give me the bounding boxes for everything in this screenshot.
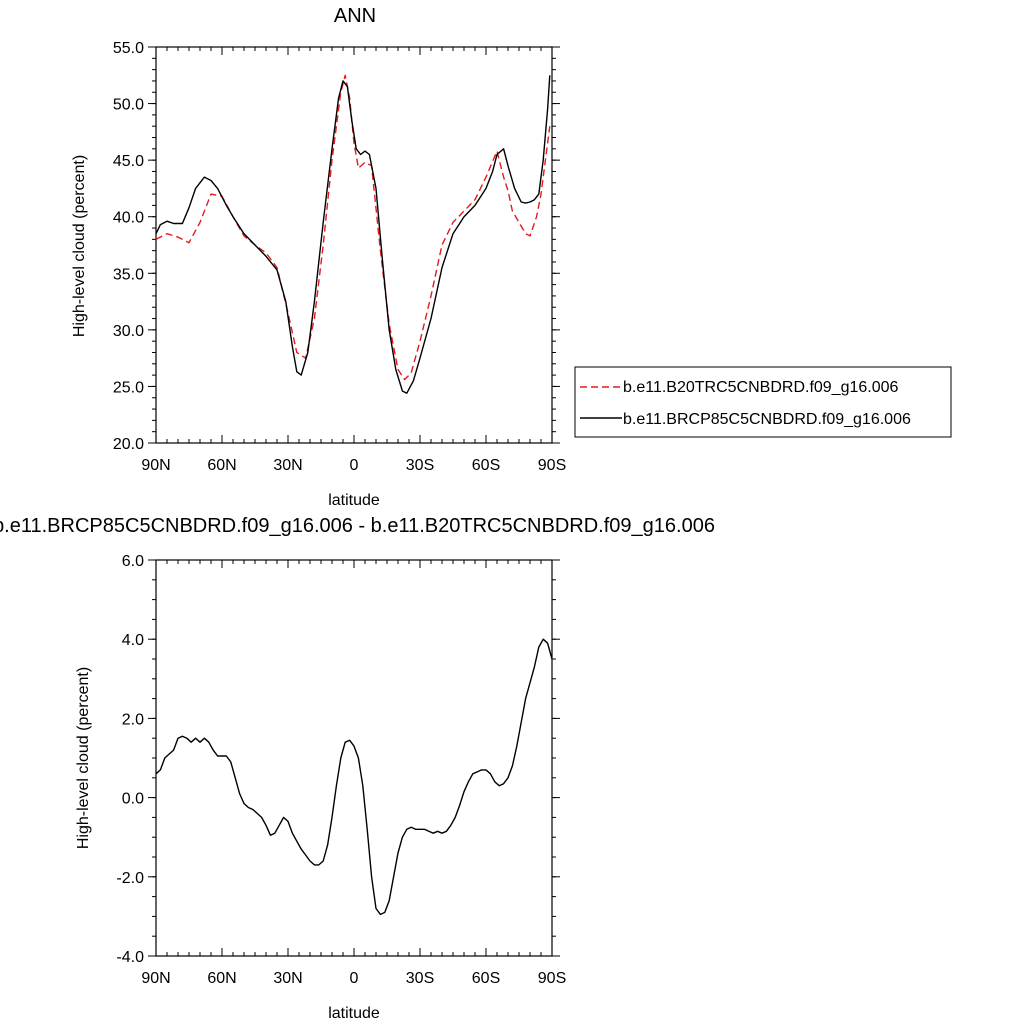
bottom-y-axis-label: High-level cloud (percent) (75, 667, 92, 849)
top-y-axis-label: High-level cloud (percent) (71, 155, 88, 337)
top-y-tick-label: 45.0 (113, 153, 144, 170)
bottom-plot-frame (155, 559, 553, 957)
top-x-tick-label: 90S (538, 457, 566, 474)
top-chart-title: ANN (334, 5, 376, 27)
top-x-tick-label: 60N (207, 457, 236, 474)
top-y-tick-label: 50.0 (113, 97, 144, 114)
top-y-tick-label: 30.0 (113, 323, 144, 340)
bottom-y-tick-label: -4.0 (116, 949, 144, 966)
legend: b.e11.B20TRC5CNBDRD.f09_g16.006 b.e11.BR… (574, 366, 952, 438)
top-x-tick-label: 60S (472, 457, 500, 474)
top-x-tick-label: 90N (141, 457, 170, 474)
top-panel: ANN 90N 60N 30N 0 30S 60S 90S 20.0 25.0 30.0 35.0 4… (71, 5, 952, 509)
bottom-x-tick-label: 90S (538, 970, 566, 987)
bottom-x-axis-label: latitude (328, 1005, 380, 1022)
bottom-x-tick-label: 90N (141, 970, 170, 987)
top-y-tick-label: 55.0 (113, 40, 144, 57)
bottom-x-tick-label: 30N (273, 970, 302, 987)
bottom-series-line-1 (155, 638, 553, 916)
top-y-tick-label: 35.0 (113, 266, 144, 283)
bottom-y-tick-label: 4.0 (122, 632, 144, 649)
top-plot-area: 90N 60N 30N 0 30S 60S 90S 20.0 25.0 30.0 35.0 40.0 4… (113, 40, 566, 474)
top-y-tick-label: 25.0 (113, 379, 144, 396)
bottom-x-tick-label: 30S (406, 970, 434, 987)
top-series-line-2 (155, 75, 551, 394)
bottom-plot-area: 90N 60N 30N 0 30S 60S 90S -4.0 -2.0 0.0 2.0 4.0 6.0 (116, 553, 566, 987)
top-x-tick-label: 0 (350, 457, 359, 474)
legend-label-series-2: b.e11.BRCP85C5CNBDRD.f09_g16.006 (623, 411, 911, 428)
bottom-panel: b.e11.BRCP85C5CNBDRD.f09_g16.006 - b.e11… (0, 515, 715, 1022)
legend-label-series-1: b.e11.B20TRC5CNBDRD.f09_g16.006 (623, 379, 899, 396)
bottom-y-tick-label: -2.0 (116, 870, 144, 887)
top-y-tick-label: 20.0 (113, 436, 144, 453)
top-series-line-1 (155, 74, 551, 381)
top-x-axis-label: latitude (328, 492, 380, 509)
bottom-x-tick-label: 0 (350, 970, 359, 987)
bottom-x-tick-label: 60N (207, 970, 236, 987)
top-x-tick-label: 30N (273, 457, 302, 474)
top-plot-frame (155, 46, 553, 444)
top-y-tick-label: 40.0 (113, 210, 144, 227)
bottom-chart-title: b.e11.BRCP85C5CNBDRD.f09_g16.006 - b.e11… (0, 515, 715, 537)
top-x-tick-label: 30S (406, 457, 434, 474)
bottom-y-tick-label: 0.0 (122, 791, 144, 808)
bottom-y-tick-label: 2.0 (122, 711, 144, 728)
bottom-x-tick-label: 60S (472, 970, 500, 987)
legend-box (574, 366, 952, 438)
bottom-y-tick-label: 6.0 (122, 553, 144, 570)
